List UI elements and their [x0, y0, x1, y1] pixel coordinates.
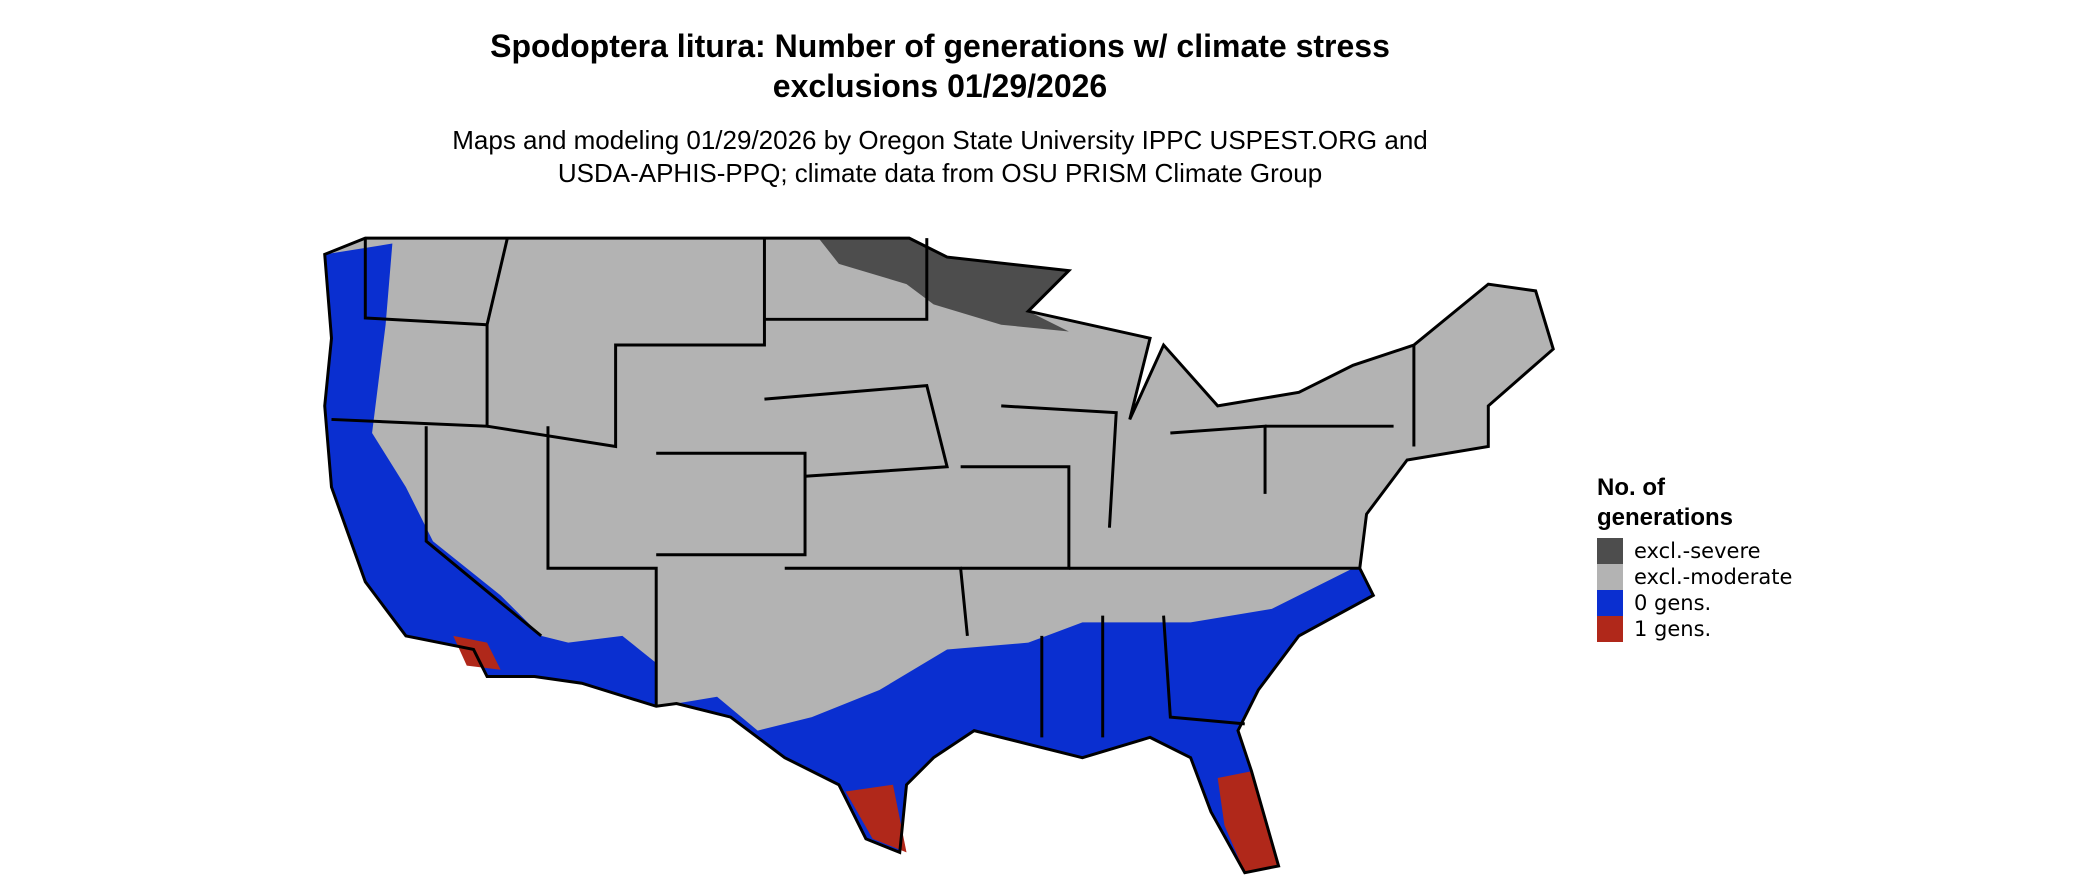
region-one	[1217, 771, 1279, 873]
region-one	[453, 635, 501, 670]
title: exclusions 01/29/2026	[773, 68, 1107, 104]
legend-label: excl.-severe	[1634, 539, 1761, 563]
region-severe	[818, 238, 1069, 332]
region-moderate	[324, 238, 1554, 873]
map	[323, 236, 1555, 875]
legend-label: excl.-moderate	[1634, 565, 1792, 589]
legend-swatch	[1597, 564, 1623, 590]
legend-label: 0 gens.	[1634, 591, 1711, 615]
outline	[323, 236, 1555, 875]
legend-label: 1 gens.	[1634, 617, 1711, 641]
legend-swatch	[1597, 616, 1623, 642]
legend-swatch	[1597, 538, 1623, 564]
region-one	[845, 784, 907, 853]
legend-title: generations	[1597, 504, 1733, 531]
subtitle: Maps and modeling 01/29/2026 by Oregon S…	[452, 125, 1428, 155]
legend-title: No. of	[1597, 474, 1666, 501]
title: Spodoptera litura: Number of generations…	[490, 28, 1390, 64]
region-zero	[324, 243, 657, 707]
legend-swatch	[1597, 590, 1623, 616]
subtitle: USDA-APHIS-PPQ; climate data from OSU PR…	[558, 158, 1322, 188]
state-borders	[331, 237, 1416, 738]
